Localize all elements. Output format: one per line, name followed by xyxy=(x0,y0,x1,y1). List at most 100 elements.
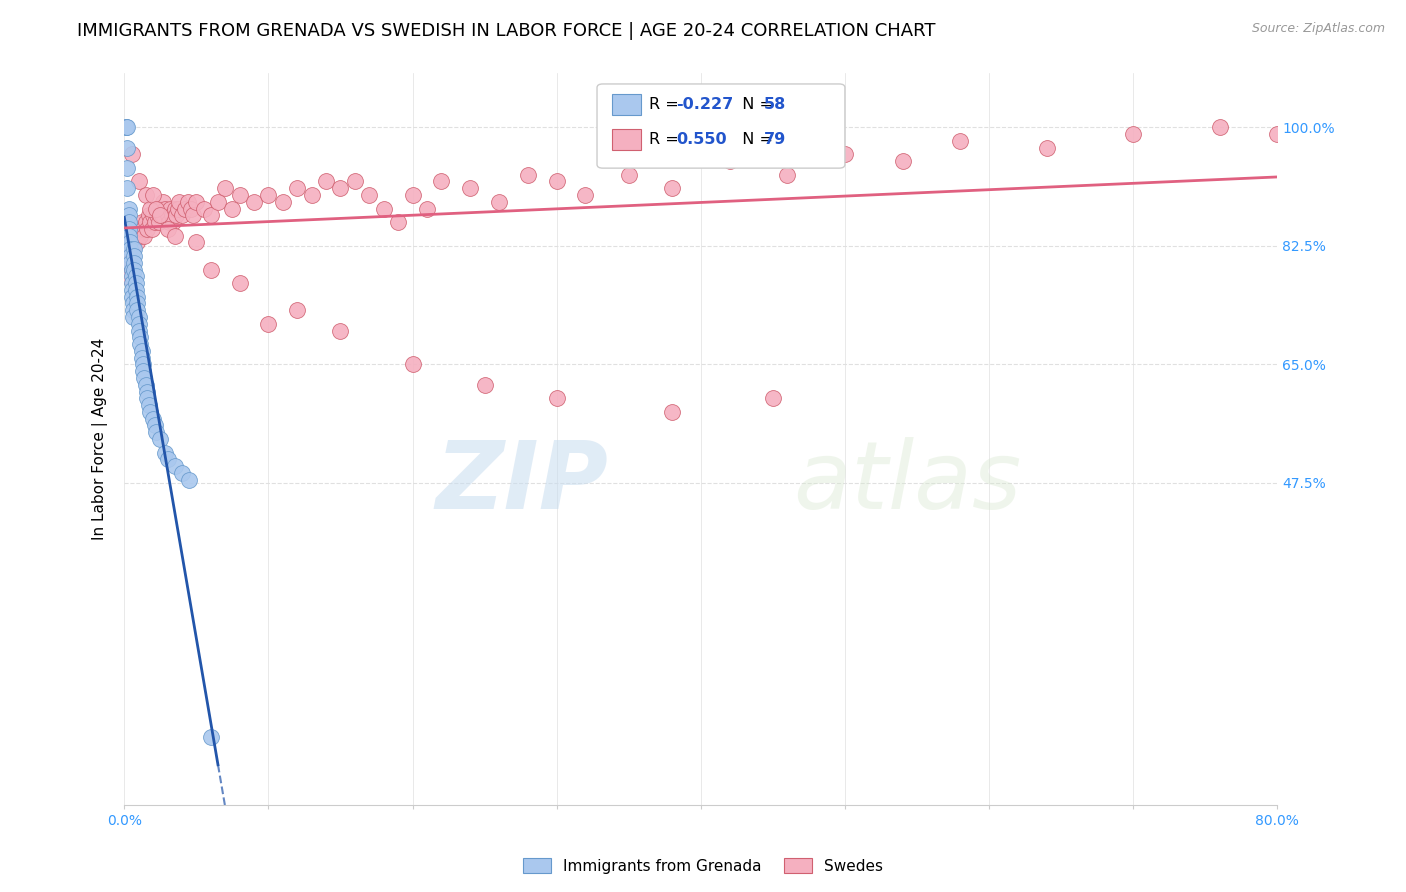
Point xyxy=(661,181,683,195)
Point xyxy=(180,202,202,216)
Point xyxy=(132,222,155,236)
Point xyxy=(165,208,187,222)
Point xyxy=(120,235,142,250)
Point xyxy=(117,222,139,236)
Point xyxy=(135,215,157,229)
Point xyxy=(136,222,159,236)
Y-axis label: In Labor Force | Age 20-24: In Labor Force | Age 20-24 xyxy=(93,338,108,540)
Text: 0.550: 0.550 xyxy=(676,132,727,147)
Point xyxy=(135,377,157,392)
Point xyxy=(121,269,143,284)
Point xyxy=(120,249,142,263)
Point xyxy=(301,188,323,202)
Point xyxy=(120,256,142,270)
Point xyxy=(401,188,423,202)
Point xyxy=(138,208,160,222)
Point xyxy=(718,154,741,169)
Point xyxy=(163,458,186,473)
Point xyxy=(141,222,163,236)
Point xyxy=(145,202,167,216)
Point xyxy=(200,262,222,277)
Point xyxy=(170,466,193,480)
Point xyxy=(214,181,236,195)
Point xyxy=(115,242,138,256)
Point xyxy=(127,296,149,310)
Point xyxy=(121,147,143,161)
Point xyxy=(124,256,146,270)
Point xyxy=(1122,127,1144,141)
Point xyxy=(125,283,148,297)
Point xyxy=(387,215,409,229)
Point xyxy=(131,343,153,358)
Text: N =: N = xyxy=(733,132,778,147)
Point xyxy=(127,290,149,304)
Point xyxy=(117,256,139,270)
Point xyxy=(167,194,190,209)
Point xyxy=(122,303,145,318)
Point xyxy=(121,290,143,304)
Point xyxy=(949,134,972,148)
Point xyxy=(546,174,568,188)
Point xyxy=(149,432,172,446)
Point xyxy=(661,405,683,419)
Point xyxy=(148,215,170,229)
Point xyxy=(124,222,146,236)
Point xyxy=(186,194,208,209)
Point xyxy=(138,398,160,412)
Point xyxy=(163,202,186,216)
Text: R =: R = xyxy=(650,97,683,112)
Point xyxy=(285,303,308,318)
Point xyxy=(474,377,496,392)
Point xyxy=(430,174,453,188)
Point xyxy=(129,337,152,351)
Point xyxy=(120,235,142,250)
Point xyxy=(143,215,166,229)
Point xyxy=(142,411,165,425)
Point xyxy=(315,174,337,188)
Point xyxy=(125,228,148,243)
Point xyxy=(127,235,149,250)
Point xyxy=(207,194,229,209)
Point xyxy=(343,174,366,188)
Point xyxy=(122,310,145,324)
Point xyxy=(186,235,208,250)
Point xyxy=(516,168,538,182)
Point xyxy=(834,147,856,161)
Point xyxy=(136,392,159,406)
Point xyxy=(173,202,195,216)
Point xyxy=(122,296,145,310)
Point xyxy=(115,181,138,195)
Point xyxy=(121,276,143,290)
Point xyxy=(115,140,138,154)
Point xyxy=(117,202,139,216)
FancyBboxPatch shape xyxy=(612,95,641,115)
Text: R =: R = xyxy=(650,132,683,147)
Point xyxy=(114,120,136,135)
Point xyxy=(401,358,423,372)
Point xyxy=(114,269,136,284)
Point xyxy=(285,181,308,195)
Point xyxy=(159,202,181,216)
Point xyxy=(139,405,162,419)
Point xyxy=(149,202,172,216)
Point xyxy=(117,215,139,229)
Point xyxy=(329,324,352,338)
Point xyxy=(145,202,167,216)
Point xyxy=(257,317,280,331)
Point xyxy=(124,242,146,256)
Point xyxy=(160,208,183,222)
Point xyxy=(145,425,167,439)
Legend: Immigrants from Grenada, Swedes: Immigrants from Grenada, Swedes xyxy=(517,852,889,880)
Point xyxy=(271,194,294,209)
Text: N =: N = xyxy=(733,97,778,112)
Text: 58: 58 xyxy=(765,97,786,112)
Point xyxy=(131,351,153,365)
Point xyxy=(128,174,150,188)
Point xyxy=(416,202,439,216)
Point xyxy=(136,384,159,399)
Point xyxy=(121,262,143,277)
Point xyxy=(177,194,200,209)
Point xyxy=(228,188,250,202)
Point xyxy=(128,222,150,236)
Point xyxy=(153,202,176,216)
